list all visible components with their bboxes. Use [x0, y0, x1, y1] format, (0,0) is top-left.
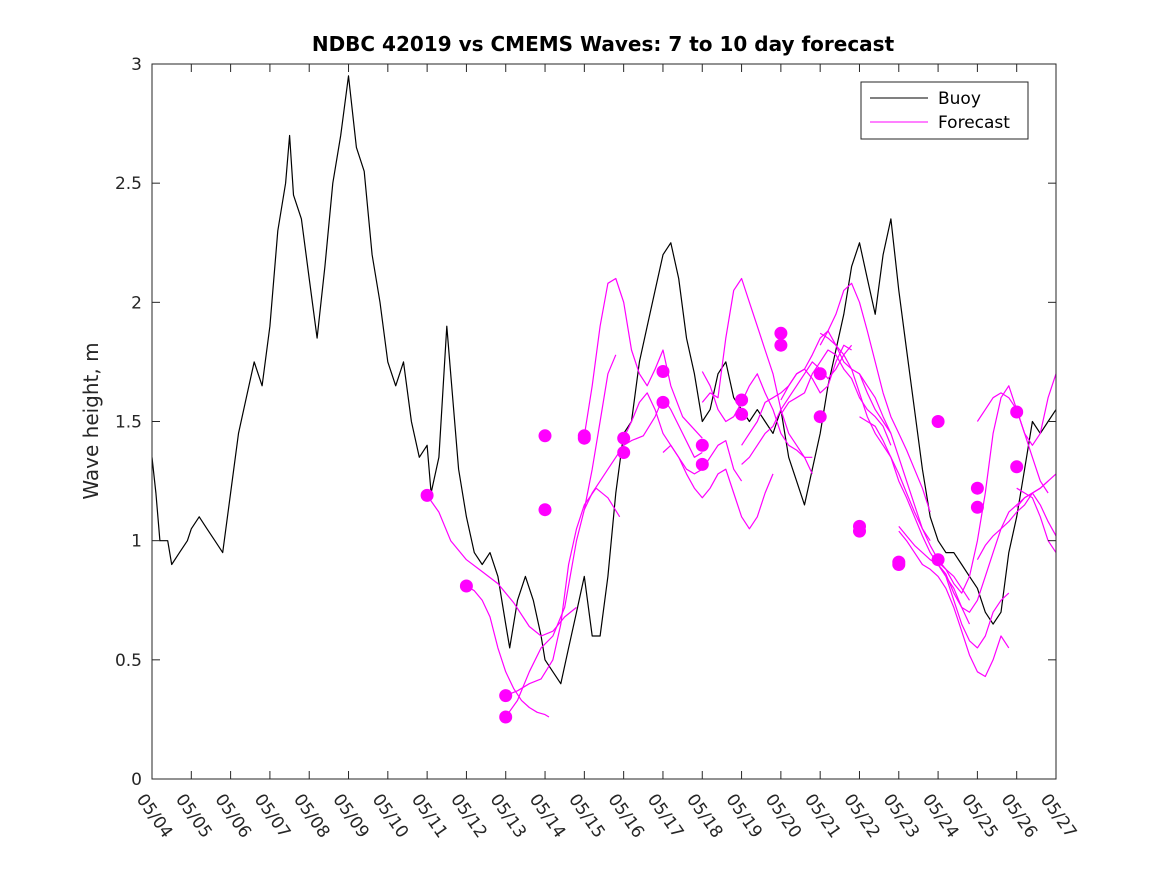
- y-tick-label: 1: [131, 532, 142, 552]
- chart-title: NDBC 42019 vs CMEMS Waves: 7 to 10 day f…: [312, 32, 895, 56]
- forecast-series-line-5: [583, 277, 703, 439]
- forecast-marker-18: [813, 367, 827, 381]
- forecast-series-line-0: [426, 495, 577, 637]
- forecast-marker-29: [1010, 460, 1024, 474]
- forecast-series-line-2: [505, 487, 621, 697]
- forecast-marker-23: [892, 558, 906, 571]
- forecast-marker-25: [931, 553, 945, 567]
- forecast-series-line-9: [701, 277, 813, 475]
- forecast-series-line-18: [898, 526, 1010, 649]
- forecast-marker-11: [656, 395, 670, 409]
- forecast-marker-7: [577, 431, 591, 445]
- y-tick-label: 3: [131, 55, 142, 75]
- legend-forecast-label: Forecast: [938, 113, 1010, 133]
- forecast-marker-2: [499, 689, 513, 703]
- legend-buoy-label: Buoy: [938, 89, 981, 109]
- forecast-marker-15: [735, 407, 749, 421]
- y-tick-label: 0.5: [115, 651, 142, 671]
- forecast-marker-24: [931, 415, 945, 428]
- forecast-series-line-15: [819, 282, 931, 513]
- forecast-marker-26: [970, 481, 984, 495]
- forecast-series-line-4: [583, 397, 703, 510]
- forecast-marker-4: [538, 429, 552, 443]
- forecast-series-line-25: [1016, 492, 1056, 537]
- forecast-series-line-16: [858, 373, 971, 601]
- data-layer: [152, 75, 1056, 724]
- y-tick-label: 2: [131, 293, 142, 313]
- forecast-series-line-1: [466, 585, 550, 718]
- forecast-marker-0: [420, 488, 434, 502]
- forecast-marker-1: [459, 579, 473, 593]
- legend: Buoy Forecast: [860, 81, 1029, 140]
- y-axis-label: Wave height, m: [79, 342, 103, 499]
- forecast-marker-14: [735, 393, 749, 407]
- plot-area: [152, 75, 1056, 724]
- forecast-marker-8: [617, 431, 631, 445]
- forecast-series-line-11: [741, 344, 853, 465]
- forecast-marker-3: [499, 710, 513, 724]
- forecast-series-line-22: [976, 373, 1056, 446]
- forecast-series-line-19: [898, 530, 1010, 678]
- forecast-marker-10: [656, 365, 670, 378]
- forecast-marker-27: [970, 500, 984, 514]
- forecast-series-line-3: [505, 354, 617, 718]
- y-tick-label: 2.5: [115, 174, 142, 194]
- forecast-series-line-8: [701, 371, 813, 458]
- forecast-series-line-6: [623, 392, 743, 482]
- forecast-series-line-14: [819, 332, 931, 542]
- forecast-marker-19: [813, 410, 827, 424]
- legend-box: [860, 81, 1029, 140]
- forecast-marker-28: [1010, 405, 1024, 419]
- buoy-series-line: [152, 75, 1056, 685]
- forecast-series-line-7: [662, 444, 774, 530]
- forecast-marker-12: [695, 438, 709, 452]
- forecast-marker-21: [853, 524, 866, 538]
- forecast-series-line-17: [859, 416, 971, 625]
- forecast-marker-9: [617, 446, 631, 459]
- forecast-series-line-20: [937, 385, 1049, 594]
- forecast-marker-17: [774, 338, 788, 352]
- forecast-series-line-13: [780, 349, 892, 446]
- y-tick-label: 1.5: [115, 413, 142, 433]
- forecast-marker-16: [774, 326, 788, 340]
- y-tick-label: 0: [131, 770, 142, 790]
- forecast-marker-5: [538, 503, 552, 517]
- forecast-marker-13: [695, 457, 709, 471]
